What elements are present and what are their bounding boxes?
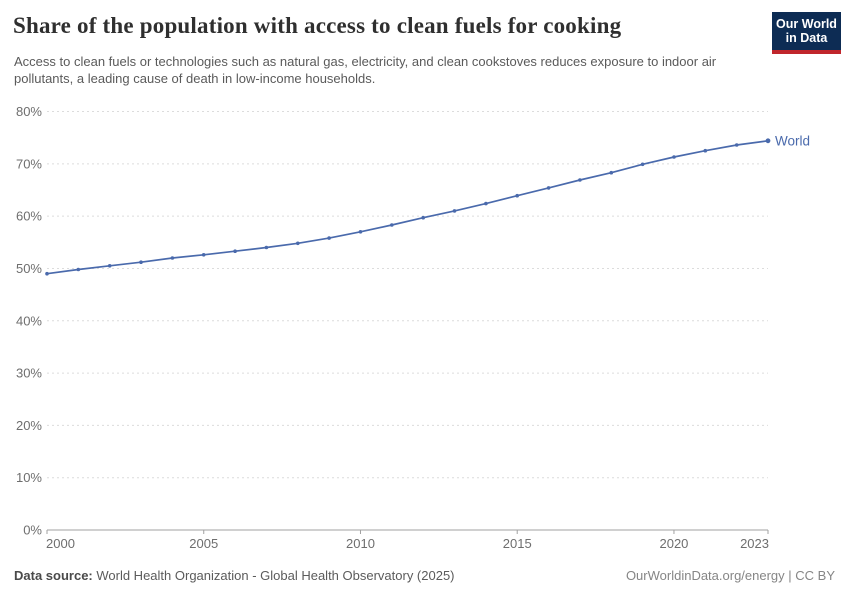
x-tick-label: 2023 [740, 536, 769, 551]
data-point-2000[interactable] [45, 271, 49, 276]
data-point-2004[interactable] [170, 256, 175, 260]
data-source-text: World Health Organization - Global Healt… [92, 568, 455, 583]
page-title: Share of the population with access to c… [13, 13, 622, 38]
data-point-2019[interactable] [640, 162, 645, 167]
y-tick-label: 50% [16, 261, 42, 276]
x-tick-label: 2020 [659, 536, 688, 551]
footer-link[interactable]: OurWorldinData.org/energy | CC BY [625, 568, 835, 583]
data-point-2016[interactable] [546, 186, 551, 190]
y-tick-label: 80% [16, 104, 42, 119]
data-point-2009[interactable] [327, 236, 331, 240]
owid-logo-line2: in Data [785, 31, 828, 45]
data-point-2002[interactable] [107, 264, 112, 268]
y-tick-label: 10% [16, 470, 42, 485]
y-tick-label: 0% [23, 523, 42, 538]
series-end-label[interactable]: World [775, 133, 810, 148]
data-point-2011[interactable] [390, 223, 394, 227]
x-tick-label: 2005 [189, 536, 218, 551]
x-tick-label: 2015 [503, 536, 532, 551]
data-source-note: Data source: World Health Organization -… [14, 568, 455, 583]
data-point-2020[interactable] [672, 155, 676, 159]
data-point-2022[interactable] [734, 143, 739, 147]
series-line-world[interactable] [46, 139, 769, 275]
y-tick-label: 60% [16, 209, 42, 224]
data-point-2008[interactable] [296, 241, 300, 246]
data-point-2015[interactable] [515, 193, 519, 198]
data-point-2021[interactable] [703, 148, 708, 153]
data-point-2012[interactable] [421, 215, 426, 220]
y-tick-label: 30% [16, 366, 42, 381]
data-point-2014[interactable] [484, 201, 488, 206]
data-point-2003[interactable] [139, 260, 143, 265]
x-tick-label: 2010 [346, 536, 375, 551]
y-tick-label: 40% [16, 313, 42, 328]
data-point-2013[interactable] [452, 209, 457, 213]
data-point-2007[interactable] [264, 245, 269, 250]
y-tick-label: 20% [16, 418, 42, 433]
data-point-2017[interactable] [578, 178, 582, 182]
owid-logo-line1: Our World [776, 17, 837, 31]
chart-subtitle: Access to clean fuels or technologies su… [14, 54, 717, 86]
data-point-2006[interactable] [233, 249, 237, 253]
owid-logo[interactable]: Our World in Data [772, 12, 841, 54]
data-point-2001[interactable] [76, 267, 81, 272]
data-point-2010[interactable] [358, 230, 363, 234]
data-source-label: Data source: [14, 568, 93, 583]
data-point-2005[interactable] [201, 253, 206, 257]
x-tick-label: 2000 [46, 536, 75, 551]
data-point-2018[interactable] [609, 170, 614, 175]
y-tick-label: 70% [16, 156, 42, 171]
data-point-2023[interactable] [765, 138, 771, 144]
